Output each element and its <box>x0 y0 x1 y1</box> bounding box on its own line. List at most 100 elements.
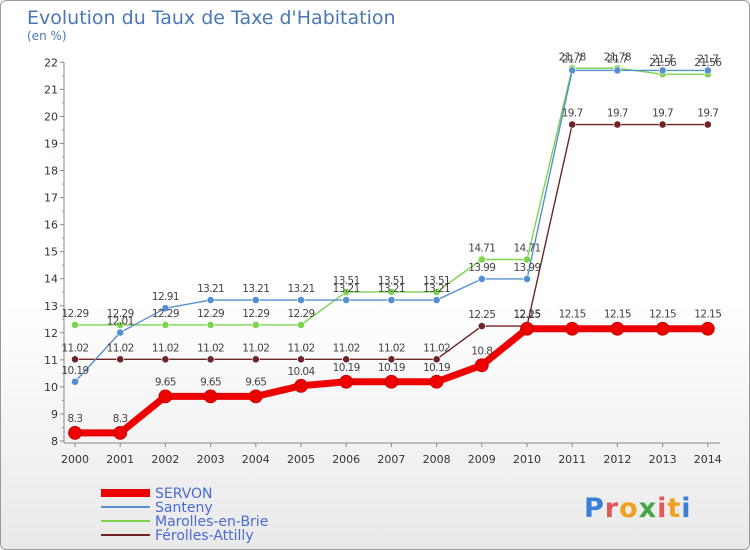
y-tick-label: 11 <box>44 354 58 367</box>
y-tick-label: 21 <box>44 83 58 96</box>
legend-label: Santeny <box>155 500 213 516</box>
data-point <box>474 358 489 373</box>
data-point <box>297 355 305 364</box>
data-label: 11.02 <box>242 342 269 354</box>
data-label: 21.7 <box>607 53 628 65</box>
data-label: 8.3 <box>68 413 83 425</box>
data-label: 21.56 <box>694 57 722 69</box>
data-label: 12.15 <box>604 309 631 321</box>
y-tick-label: 14 <box>44 273 58 286</box>
data-point <box>700 321 715 336</box>
data-point <box>568 120 577 129</box>
x-tick-label: 2012 <box>603 453 631 466</box>
data-point <box>206 296 215 304</box>
data-point <box>655 321 670 336</box>
data-point <box>339 374 354 389</box>
data-label: 12.29 <box>61 308 88 320</box>
data-label: 10.19 <box>333 362 360 374</box>
data-point <box>432 288 441 296</box>
data-label: 12.29 <box>152 308 179 320</box>
y-tick-label: 10 <box>44 381 58 394</box>
data-point <box>71 355 79 364</box>
data-label: 21.7 <box>562 53 583 65</box>
data-point <box>248 389 263 404</box>
data-label: 12.91 <box>152 291 179 303</box>
data-label: 12.25 <box>468 309 495 321</box>
data-label: 13.51 <box>378 275 405 287</box>
data-point <box>477 255 486 264</box>
data-label: 12.29 <box>287 308 314 320</box>
proxiti-logo: Proxiti <box>584 493 692 524</box>
x-tick-label: 2011 <box>558 453 586 466</box>
x-tick-label: 2014 <box>694 453 722 466</box>
x-tick-label: 2009 <box>468 453 496 466</box>
data-label: 13.21 <box>423 283 450 295</box>
data-point <box>384 374 399 389</box>
data-point <box>342 296 351 304</box>
data-label: 12.01 <box>107 316 134 328</box>
y-tick-label: 17 <box>44 192 58 205</box>
data-label: 9.65 <box>155 376 176 388</box>
data-point <box>113 425 128 440</box>
y-tick-label: 20 <box>44 110 58 123</box>
data-point <box>116 355 125 364</box>
data-point <box>206 355 215 364</box>
data-label: 12.15 <box>649 309 676 321</box>
data-label: 12.15 <box>694 309 721 321</box>
data-point <box>523 275 531 283</box>
data-label: 11.02 <box>333 342 360 354</box>
data-point <box>568 66 577 75</box>
data-label: 12.25 <box>513 309 540 321</box>
data-point <box>203 389 218 404</box>
data-label: 21.56 <box>649 57 677 69</box>
data-point <box>432 355 441 364</box>
legend-label: Marolles-en-Brie <box>155 514 268 530</box>
data-label: 12.29 <box>107 308 134 320</box>
data-point <box>342 355 351 364</box>
y-tick-label: 22 <box>44 56 58 69</box>
data-point <box>658 66 667 75</box>
data-point <box>432 296 441 304</box>
data-label: 13.99 <box>468 262 495 274</box>
data-label: 13.99 <box>513 262 540 274</box>
data-label: 12.15 <box>513 309 540 321</box>
data-point <box>251 321 260 329</box>
data-point <box>565 321 580 336</box>
data-label: 11.02 <box>423 342 450 354</box>
data-label: 10.19 <box>378 362 405 374</box>
data-label: 13.21 <box>287 283 314 295</box>
data-label: 11.02 <box>107 342 134 354</box>
data-point <box>71 377 79 386</box>
data-label: 13.21 <box>242 283 269 295</box>
data-point <box>206 321 215 329</box>
legend-label: SERVON <box>155 486 213 502</box>
y-tick-label: 16 <box>44 219 58 232</box>
data-point <box>251 355 260 364</box>
x-tick-label: 2008 <box>423 453 451 466</box>
data-point <box>610 321 625 336</box>
data-point <box>342 288 351 296</box>
data-label: 19.7 <box>562 108 583 120</box>
x-tick-label: 2010 <box>513 453 541 466</box>
data-label: 10.19 <box>423 362 450 374</box>
data-point <box>158 389 173 404</box>
data-label: 19.7 <box>652 108 673 120</box>
data-label: 19.7 <box>607 108 628 120</box>
data-point <box>520 321 534 336</box>
data-label: 9.65 <box>200 376 221 388</box>
data-label: 12.29 <box>197 308 224 320</box>
data-label: 19.7 <box>697 108 718 120</box>
y-tick-label: 12 <box>44 327 58 340</box>
x-tick-label: 2004 <box>242 453 270 466</box>
data-label: 10.19 <box>61 365 88 377</box>
y-tick-label: 19 <box>44 137 58 150</box>
data-label: 13.21 <box>333 283 360 295</box>
data-label: 12.29 <box>242 308 269 320</box>
data-label: 11.02 <box>152 342 179 354</box>
svg-text:Proxiti: Proxiti <box>584 493 692 524</box>
chart-title: Evolution du Taux de Taxe d'Habitation <box>27 7 396 29</box>
data-label: 21.7 <box>652 53 673 65</box>
data-point <box>387 288 396 296</box>
